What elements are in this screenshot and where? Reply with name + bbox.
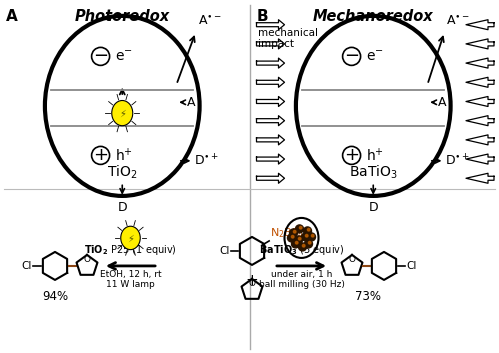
Text: O: O (83, 255, 90, 264)
Text: Mechanoredox: Mechanoredox (313, 9, 434, 24)
Circle shape (308, 241, 311, 244)
Text: −: − (93, 47, 108, 65)
Circle shape (301, 233, 309, 241)
Text: A: A (438, 96, 446, 109)
Text: D$^{\bullet +}$: D$^{\bullet +}$ (445, 153, 471, 168)
Circle shape (304, 240, 312, 248)
Circle shape (298, 243, 306, 251)
Circle shape (305, 234, 308, 237)
Text: impact: impact (258, 40, 294, 49)
Text: e$^{-}$: e$^{-}$ (115, 49, 132, 64)
Text: EtOH, 12 h, rt: EtOH, 12 h, rt (100, 270, 161, 279)
Circle shape (293, 231, 296, 233)
Text: −: − (344, 47, 359, 65)
Text: D: D (368, 201, 378, 214)
Text: Cl: Cl (21, 261, 32, 271)
Circle shape (291, 235, 294, 238)
Circle shape (307, 233, 315, 241)
Text: 94%: 94% (42, 290, 68, 303)
Text: under air, 1 h: under air, 1 h (271, 270, 332, 279)
Text: ⚡: ⚡ (127, 234, 134, 244)
Text: h$^{+}$: h$^{+}$ (366, 147, 384, 164)
Text: +: + (93, 146, 108, 164)
Text: $\mathrm{BaTiO_3}$: $\mathrm{BaTiO_3}$ (349, 163, 398, 181)
Circle shape (287, 234, 295, 242)
Circle shape (291, 240, 299, 248)
Text: +: + (344, 146, 359, 164)
Text: Cl: Cl (406, 261, 416, 271)
Text: A: A (6, 9, 18, 24)
Circle shape (294, 236, 302, 244)
Circle shape (295, 241, 298, 244)
Circle shape (295, 225, 303, 233)
Text: 11 W lamp: 11 W lamp (106, 280, 155, 289)
Circle shape (311, 234, 314, 237)
Circle shape (307, 228, 310, 231)
Text: h$^{+}$: h$^{+}$ (115, 147, 133, 164)
Text: $\mathbf{BaTiO_3}$ (5 equiv): $\mathbf{BaTiO_3}$ (5 equiv) (259, 243, 344, 257)
Text: D: D (117, 201, 127, 214)
Text: $\mathrm{TiO_2}$: $\mathrm{TiO_2}$ (107, 163, 138, 181)
Text: B: B (256, 9, 268, 24)
Text: e$^{-}$: e$^{-}$ (366, 49, 383, 64)
Text: 73%: 73% (355, 290, 381, 303)
Text: O: O (348, 255, 355, 264)
Text: A: A (187, 96, 195, 109)
Circle shape (298, 238, 301, 240)
Text: Photoredox: Photoredox (75, 9, 170, 24)
Text: A$^{\bullet -}$: A$^{\bullet -}$ (447, 15, 471, 28)
Text: D$^{\bullet +}$: D$^{\bullet +}$ (194, 153, 220, 168)
Text: mechanical: mechanical (258, 28, 318, 38)
Text: $\mathrm{N_2BF_4}$: $\mathrm{N_2BF_4}$ (270, 226, 304, 240)
Circle shape (289, 229, 297, 237)
Ellipse shape (112, 101, 133, 126)
Circle shape (302, 244, 305, 247)
Text: A$^{\bullet -}$: A$^{\bullet -}$ (198, 15, 222, 28)
Circle shape (303, 227, 311, 235)
Ellipse shape (121, 226, 140, 250)
Text: O: O (249, 279, 255, 288)
Text: $\mathbf{TiO_2}$ P25 (1 equiv): $\mathbf{TiO_2}$ P25 (1 equiv) (84, 243, 177, 257)
Text: ball milling (30 Hz): ball milling (30 Hz) (258, 280, 344, 289)
Text: +: + (246, 273, 258, 288)
Circle shape (299, 226, 302, 229)
Text: ⚡: ⚡ (119, 109, 126, 119)
Text: Cl: Cl (220, 246, 230, 256)
